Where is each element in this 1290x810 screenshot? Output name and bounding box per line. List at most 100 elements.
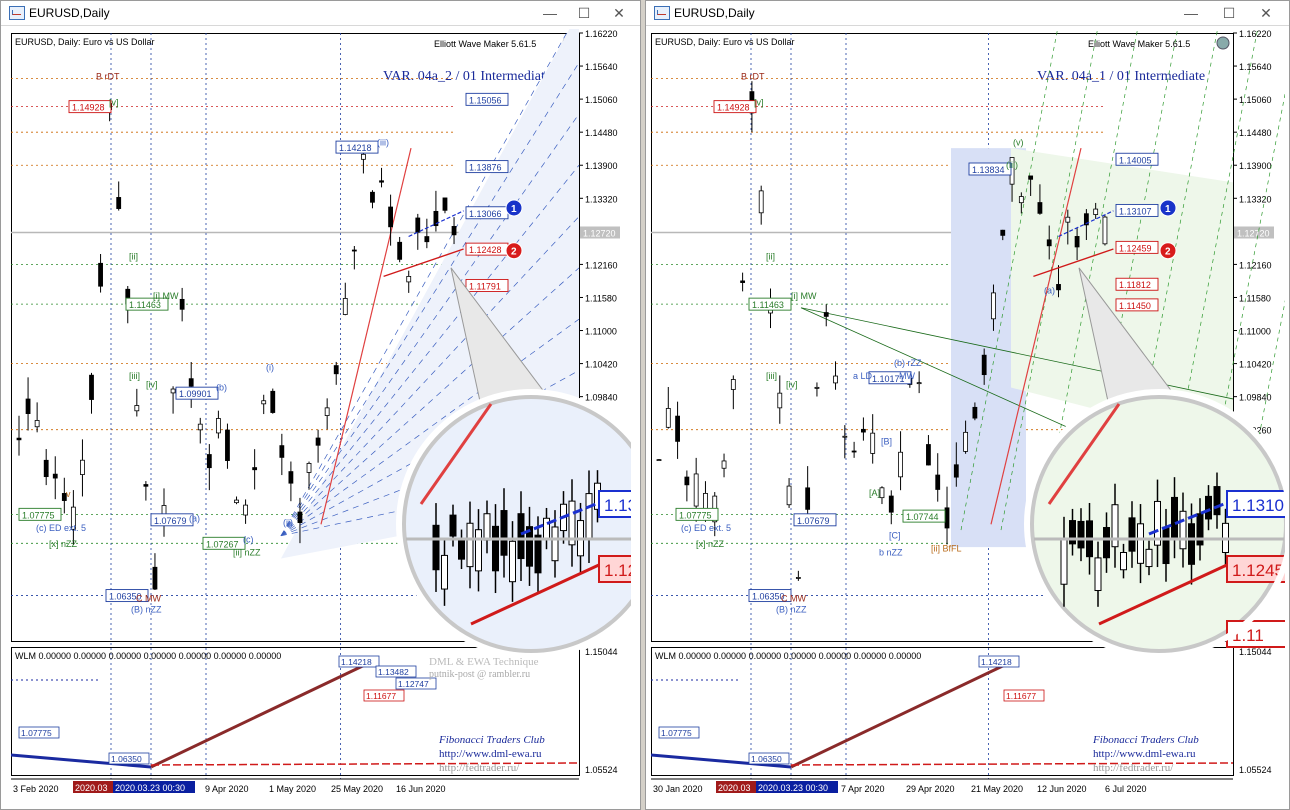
price-axis-label: 1.15060 xyxy=(1239,95,1272,105)
price-tag-box xyxy=(150,513,194,527)
indicator-tag: 1.07775 xyxy=(661,728,692,738)
time-axis-label: 1 May 2020 xyxy=(269,784,316,794)
candle-body xyxy=(1102,216,1108,245)
price-axis-label: 1.15640 xyxy=(585,62,618,72)
variant-label: VAR. 04a_1 / 01 Intermediate xyxy=(1037,69,1205,84)
price-tag-box xyxy=(465,278,509,292)
window-titlebar[interactable]: EURUSD,Daily — ☐ ✕ xyxy=(646,1,1289,26)
candle-body xyxy=(860,428,866,433)
wave-label: (b) rZZ xyxy=(894,358,922,368)
price-axis-label: 1.10420 xyxy=(585,360,618,370)
wave-label: [ii] nZZ xyxy=(233,548,261,558)
indicator-scale-bottom: 1.05524 xyxy=(585,765,618,775)
wave-label: B rDT xyxy=(96,72,120,82)
close-icon[interactable]: ✕ xyxy=(1260,5,1272,21)
zoom-candle-body xyxy=(1128,517,1136,552)
indicator-line-brown xyxy=(150,660,372,769)
candle-body xyxy=(25,398,31,414)
candle-body xyxy=(433,210,439,227)
fedtrader-url: http://fedtrader.ru/ xyxy=(1093,762,1174,774)
zoom-candle-body xyxy=(449,514,457,537)
club-url: http://www.dml-ewa.ru xyxy=(1093,748,1196,760)
fan-ray xyxy=(280,267,580,536)
zoom-candle-body xyxy=(1094,557,1102,592)
wave-marker-label: 2 xyxy=(1165,247,1171,258)
candle-body xyxy=(870,432,876,454)
price-tag-box xyxy=(335,140,379,154)
candle-body xyxy=(80,459,85,475)
indicator-tag: 1.13482 xyxy=(378,667,409,677)
price-axis-label: 1.13320 xyxy=(585,194,618,204)
time-axis-label: 3 Feb 2020 xyxy=(13,784,59,794)
price-tag: 1.07775 xyxy=(22,510,55,520)
window-titlebar[interactable]: EURUSD,Daily — ☐ ✕ xyxy=(1,1,640,26)
chart-window-left[interactable]: EURUSD,Daily — ☐ ✕ 1.16220 1.15640 1.15060… xyxy=(0,0,641,810)
zoom-candle-body xyxy=(585,493,593,541)
price-tag-box xyxy=(793,513,837,527)
minimize-icon[interactable]: — xyxy=(1184,5,1198,21)
magnifier-ring xyxy=(396,389,631,659)
zoom-candle-body xyxy=(458,538,465,560)
wave-label: (iii) xyxy=(377,137,389,147)
candle-body xyxy=(675,415,680,442)
wave-marker-label: 1 xyxy=(1165,204,1171,215)
candle-body xyxy=(721,460,727,469)
candle-body xyxy=(143,484,149,487)
time-axis-label: 6 Jul 2020 xyxy=(1105,784,1147,794)
candle-body xyxy=(1056,284,1061,291)
wave-label: B rDT xyxy=(741,72,765,82)
price-tag-box xyxy=(1115,203,1159,217)
chart-canvas[interactable]: 1.16220 1.15640 1.15060 1.14480 1.13900 1.133… xyxy=(651,29,1285,807)
candle-body xyxy=(1000,229,1006,236)
candle-body xyxy=(656,459,662,462)
candle-body xyxy=(823,312,829,317)
price-tag-box xyxy=(1115,298,1159,312)
candle-body xyxy=(188,378,194,387)
candle-body xyxy=(134,405,140,412)
chart-window-right[interactable]: EURUSD,Daily — ☐ ✕ 1.16220 1.15640 1.15060… xyxy=(645,0,1290,810)
price-tag: 1.12428 xyxy=(469,245,502,255)
price-chart[interactable]: 1.16220 1.15640 1.15060 1.14480 1.13900 1.133… xyxy=(11,29,631,807)
indicator-tag: 1.14218 xyxy=(981,657,1012,667)
candle-body xyxy=(89,374,94,400)
candle-body xyxy=(1093,208,1099,215)
candle-body xyxy=(991,292,996,320)
price-tag: 1.13876 xyxy=(469,163,502,173)
indicator-frame xyxy=(11,647,580,776)
candle-body xyxy=(795,577,801,579)
candle-body xyxy=(16,437,22,441)
zoom-red-line xyxy=(419,403,493,505)
candle-body xyxy=(361,153,366,160)
candle-body xyxy=(693,473,699,507)
current-price-box xyxy=(580,226,620,239)
maximize-icon[interactable]: ☐ xyxy=(577,5,591,21)
zoom-candle-body xyxy=(483,513,491,541)
time-cursor-label: 2020.03.23 00:30 xyxy=(758,783,828,793)
time-axis-label: 21 May 2020 xyxy=(971,784,1023,794)
magnifier-ring xyxy=(1024,389,1285,659)
price-tag: 1.14218 xyxy=(339,143,372,153)
trend-line-red xyxy=(990,147,1082,525)
candle-body xyxy=(234,499,239,504)
maximize-icon[interactable]: ☐ xyxy=(1222,5,1236,21)
zoom-candle-body xyxy=(475,529,482,572)
wave-label: (ii) xyxy=(283,517,293,527)
zoom-price-tag: 1.1310 xyxy=(1232,496,1284,515)
chart-canvas[interactable]: 1.16220 1.15640 1.15060 1.14480 1.13900 1.133… xyxy=(11,29,631,807)
candle-body xyxy=(684,476,690,486)
minimize-icon[interactable]: — xyxy=(543,5,557,21)
candle-body xyxy=(52,473,58,479)
price-chart[interactable]: 1.16220 1.15640 1.15060 1.14480 1.13900 1.133… xyxy=(651,29,1285,807)
candle-body xyxy=(379,180,384,183)
price-axis-label: 1.11580 xyxy=(585,293,617,303)
fan-ray xyxy=(280,29,570,536)
price-tag-box xyxy=(675,507,719,521)
indicator-tag-box xyxy=(748,752,790,765)
close-icon[interactable]: ✕ xyxy=(613,5,625,21)
price-tag: 1.07744 xyxy=(906,512,939,522)
indicator-line-blue xyxy=(651,753,792,769)
wave-marker-2 xyxy=(505,242,523,260)
candle-body xyxy=(197,423,203,431)
wave-marker-label: 2 xyxy=(511,247,517,258)
wave-label: (iii) xyxy=(1006,160,1018,170)
